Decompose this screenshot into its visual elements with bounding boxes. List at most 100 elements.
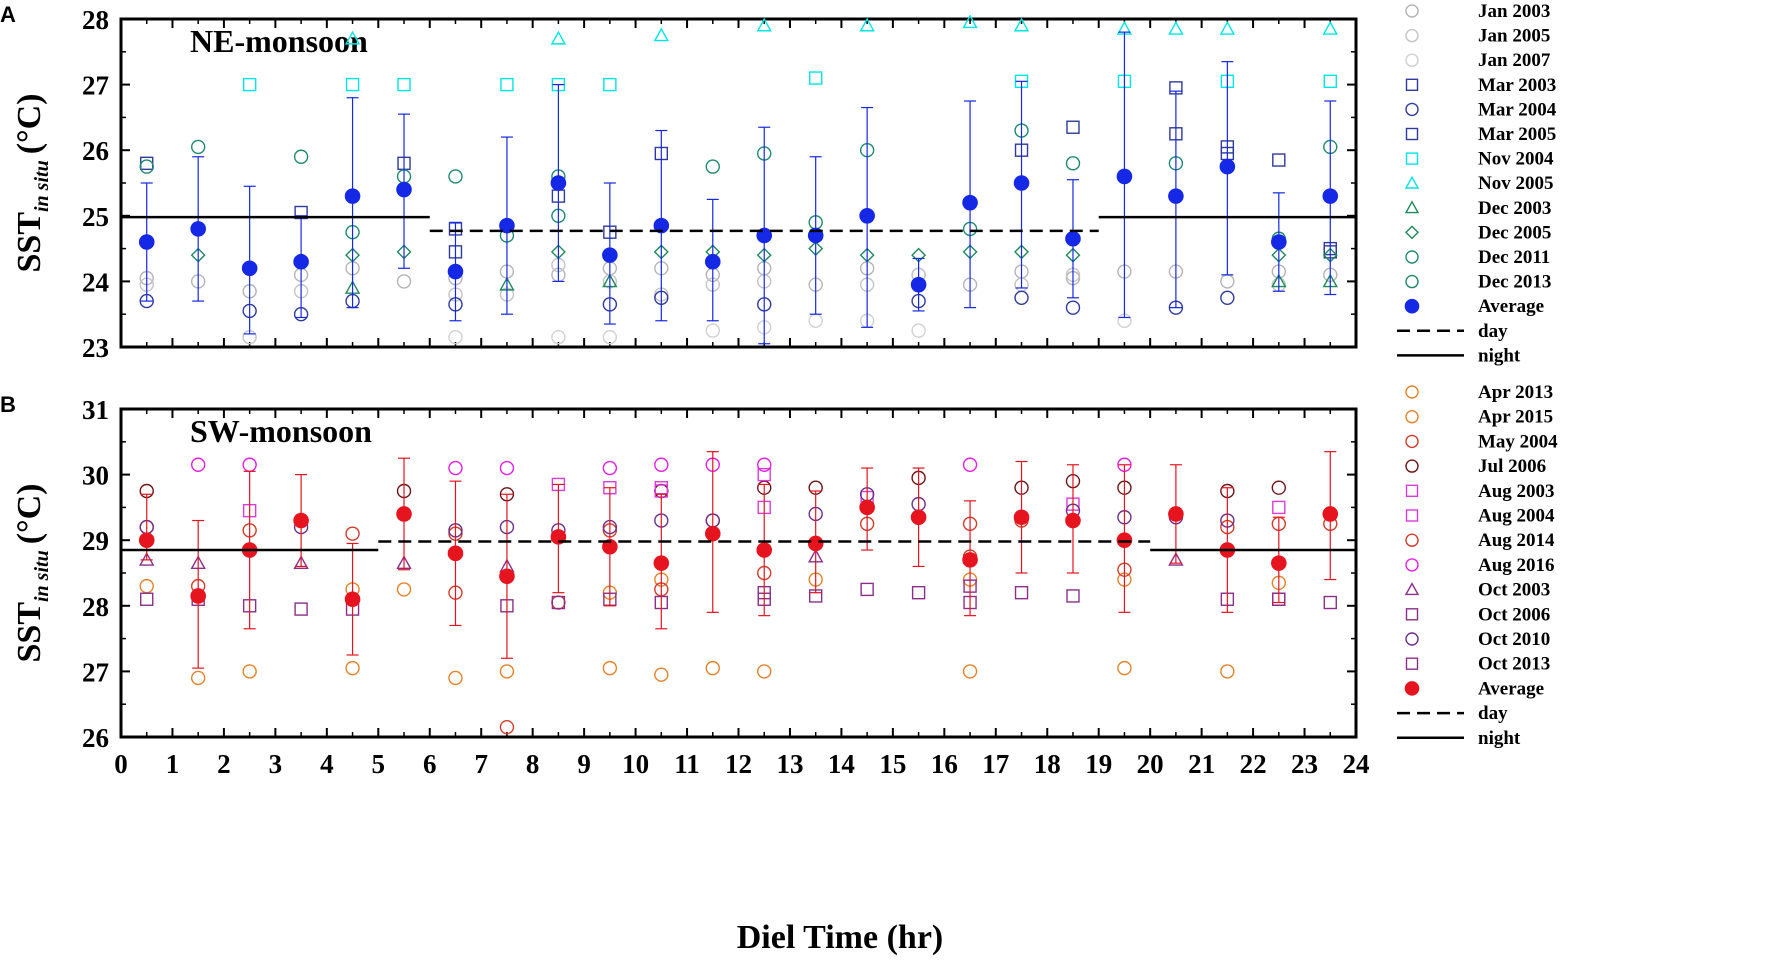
- data-point: [1013, 509, 1030, 526]
- data-point: [962, 457, 978, 472]
- data-point: [1066, 589, 1080, 603]
- data-point: [653, 217, 670, 234]
- data-point: [448, 329, 463, 345]
- legend-marker: [1405, 127, 1419, 141]
- legend-marker: [1405, 509, 1419, 522]
- data-point: [911, 585, 926, 600]
- legend-marker: [1404, 200, 1420, 214]
- legend-marker: [1405, 558, 1419, 572]
- legend-label: night: [1478, 728, 1521, 749]
- data-point: [138, 234, 155, 250]
- data-point: [757, 664, 772, 679]
- legend-marker: [1405, 459, 1419, 473]
- legend-label: Apr 2015: [1478, 407, 1553, 428]
- data-point: [1013, 175, 1030, 191]
- y-axis-label-subscript: in situ: [31, 550, 53, 602]
- panel-a-ne-monsoon: A 23 24 25 26 27 28 SSTin situ (°C) NE-monsoon Jan…: [0, 1, 1557, 366]
- y-tick-label: 29: [82, 526, 109, 556]
- legend-label: Average: [1478, 296, 1544, 317]
- data-point: [551, 329, 566, 345]
- x-tick-label: 17: [982, 749, 1009, 779]
- data-point: [1116, 168, 1133, 185]
- data-point: [1322, 188, 1339, 204]
- y-axis-label-units: (°C): [11, 484, 48, 545]
- series-apr-2013: [139, 578, 1235, 686]
- series-nov-2005: [344, 14, 1338, 45]
- legend-marker: [1404, 582, 1420, 596]
- data-point: [190, 457, 206, 472]
- legend-label: Nov 2005: [1478, 173, 1553, 194]
- data-point: [139, 551, 155, 566]
- data-point: [705, 159, 720, 174]
- x-tick-label: 12: [725, 749, 752, 779]
- series-mar-2004: [139, 290, 1235, 322]
- data-point: [242, 664, 257, 679]
- data-point: [1065, 156, 1081, 171]
- legend-marker: [1405, 274, 1419, 289]
- data-point: [397, 77, 411, 92]
- legend-label: Dec 2011: [1478, 247, 1550, 268]
- legend-label: Apr 2013: [1478, 382, 1553, 403]
- y-axis-label-subscript: in situ: [31, 160, 53, 212]
- data-point: [1116, 532, 1133, 549]
- series-oct-2010: [139, 487, 1235, 538]
- legend-marker: [1405, 608, 1419, 621]
- data-point: [1168, 551, 1184, 566]
- data-point: [1323, 74, 1337, 89]
- data-point: [448, 670, 463, 686]
- x-axis-title: Diel Time (hr): [737, 919, 944, 956]
- data-point: [1066, 120, 1080, 134]
- data-point: [190, 139, 206, 155]
- data-point: [1219, 20, 1236, 35]
- legend-label: Jan 2005: [1478, 26, 1550, 47]
- data-point: [654, 481, 669, 495]
- data-point: [293, 149, 309, 164]
- legend-marker: [1405, 102, 1419, 117]
- data-point: [140, 592, 154, 606]
- data-point: [911, 323, 926, 338]
- data-point: [808, 71, 823, 85]
- legend-marker: [1405, 385, 1419, 399]
- legend-marker: [1405, 152, 1419, 165]
- data-point: [860, 582, 874, 597]
- x-tick-label: 7: [474, 749, 488, 779]
- data-point: [962, 664, 978, 679]
- data-point: [139, 159, 154, 174]
- x-tick-label: 24: [1343, 749, 1370, 779]
- data-point: [1219, 158, 1236, 175]
- data-point: [859, 17, 875, 32]
- data-point: [962, 14, 978, 29]
- data-point: [1014, 585, 1029, 600]
- data-point: [808, 313, 823, 328]
- data-point: [1271, 234, 1287, 250]
- data-point: [1322, 506, 1339, 522]
- y-tick-label: 24: [82, 267, 109, 297]
- data-point: [499, 664, 515, 679]
- data-point: [345, 77, 360, 92]
- data-point: [448, 169, 463, 184]
- data-point: [447, 545, 464, 562]
- data-point: [1272, 500, 1286, 515]
- legend-label: Jan 2003: [1478, 1, 1550, 22]
- data-point: [1013, 17, 1030, 32]
- data-point: [551, 595, 566, 610]
- data-point: [1117, 660, 1132, 676]
- data-point: [190, 588, 206, 604]
- data-point: [962, 552, 978, 568]
- data-point: [1272, 153, 1286, 167]
- legend-label: Oct 2006: [1478, 604, 1550, 625]
- data-point: [241, 260, 258, 277]
- data-point: [344, 30, 361, 45]
- x-tick-label: 10: [622, 749, 649, 779]
- data-point: [396, 582, 412, 597]
- data-point: [190, 221, 206, 237]
- data-point: [910, 509, 927, 526]
- data-point: [500, 77, 514, 92]
- data-point: [757, 457, 772, 472]
- data-point: [602, 247, 618, 263]
- data-point: [499, 568, 515, 585]
- x-tick-label: 21: [1188, 749, 1215, 779]
- data-point: [602, 538, 618, 555]
- x-tick-label: 14: [828, 749, 855, 779]
- data-point: [396, 181, 412, 198]
